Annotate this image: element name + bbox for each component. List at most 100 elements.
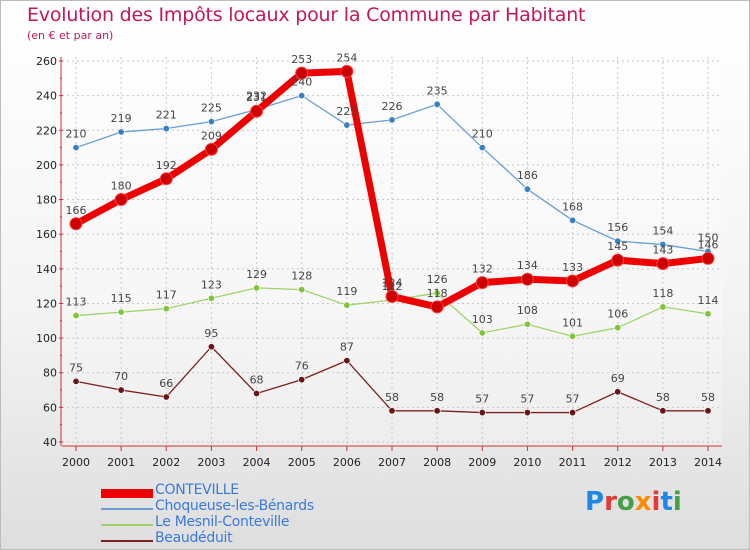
logo-letter: r [604, 487, 617, 517]
legend-label: CONTEVILLE [155, 482, 239, 498]
data-point [72, 312, 80, 320]
y-tick-label: 80 [43, 367, 57, 380]
y-tick-label: 60 [43, 401, 57, 414]
data-label: 226 [382, 100, 403, 113]
data-label: 223 [336, 105, 357, 118]
data-point [159, 172, 173, 186]
data-point [207, 118, 215, 126]
data-label: 186 [517, 169, 538, 182]
x-tick-label: 2013 [649, 456, 677, 469]
data-point [162, 393, 170, 401]
data-label: 113 [66, 296, 87, 309]
y-tick-label: 120 [36, 297, 57, 310]
data-label: 128 [291, 270, 312, 283]
y-tick-label: 220 [36, 124, 57, 137]
data-point [523, 320, 531, 328]
data-point [117, 308, 125, 316]
data-point [433, 407, 441, 415]
data-point [430, 300, 444, 314]
y-tick-label: 160 [36, 228, 57, 241]
data-label: 133 [562, 261, 583, 274]
data-point [520, 272, 534, 286]
data-point [611, 253, 625, 267]
data-label: 68 [250, 374, 264, 387]
data-label: 156 [607, 221, 628, 234]
data-point [298, 92, 306, 100]
data-point [114, 193, 128, 207]
data-point [478, 144, 486, 152]
data-point [340, 64, 354, 78]
data-point [656, 257, 670, 271]
data-point [523, 185, 531, 193]
data-label: 145 [607, 240, 628, 253]
data-label: 69 [611, 372, 625, 385]
y-tick-label: 200 [36, 159, 57, 172]
data-label: 219 [111, 112, 132, 125]
data-label: 132 [472, 263, 493, 276]
data-label: 209 [201, 129, 222, 142]
data-label: 254 [336, 51, 357, 64]
data-point [569, 409, 577, 417]
data-label: 75 [69, 361, 83, 374]
data-label: 221 [156, 109, 177, 122]
legend-label: Choqueuse-les-Bénards [155, 498, 314, 514]
proxiti-logo: Proxiti [585, 487, 682, 517]
x-tick-label: 2007 [378, 456, 406, 469]
data-label: 87 [340, 341, 354, 354]
data-point [388, 116, 396, 124]
data-point [298, 286, 306, 294]
data-label: 192 [156, 159, 177, 172]
data-label: 118 [427, 287, 448, 300]
data-point [569, 332, 577, 340]
data-point [614, 324, 622, 332]
data-point [295, 66, 309, 80]
data-label: 117 [156, 289, 177, 302]
data-point [614, 237, 622, 245]
data-point [659, 303, 667, 311]
data-point [298, 376, 306, 384]
data-label: 225 [201, 102, 222, 115]
data-point [523, 409, 531, 417]
x-tick-label: 2006 [333, 456, 361, 469]
data-point [250, 104, 264, 118]
data-point [162, 125, 170, 133]
data-label: 150 [698, 232, 719, 245]
data-label: 58 [430, 391, 444, 404]
data-point [69, 217, 83, 231]
data-label: 210 [472, 128, 493, 141]
data-label: 180 [111, 180, 132, 193]
x-tick-label: 2000 [62, 456, 90, 469]
data-label: 95 [204, 327, 218, 340]
data-point [478, 329, 486, 337]
logo-letter: P [585, 487, 605, 517]
data-label: 240 [291, 76, 312, 89]
chart-subtitle: (en € et par an) [27, 29, 114, 42]
data-label: 70 [114, 370, 128, 383]
data-point [343, 121, 351, 129]
x-tick-label: 2011 [559, 456, 587, 469]
data-point [207, 343, 215, 351]
data-point [701, 251, 715, 265]
logo-letter: o [616, 487, 635, 517]
x-tick-label: 2014 [694, 456, 722, 469]
legend-swatch [101, 524, 153, 526]
data-label: 129 [246, 268, 267, 281]
x-tick-label: 2005 [288, 456, 316, 469]
x-tick-label: 2008 [423, 456, 451, 469]
data-label: 126 [427, 273, 448, 286]
data-label: 123 [201, 278, 222, 291]
data-point [433, 100, 441, 108]
data-point [566, 274, 580, 288]
data-label: 108 [517, 304, 538, 317]
data-label: 58 [701, 391, 715, 404]
data-label: 210 [66, 128, 87, 141]
data-label: 168 [562, 200, 583, 213]
data-point [204, 142, 218, 156]
data-label: 101 [562, 316, 583, 329]
data-label: 166 [66, 204, 87, 217]
data-point [433, 289, 441, 297]
data-label: 122 [382, 280, 403, 293]
legend-label: Le Mesnil-Conteville [155, 514, 290, 530]
